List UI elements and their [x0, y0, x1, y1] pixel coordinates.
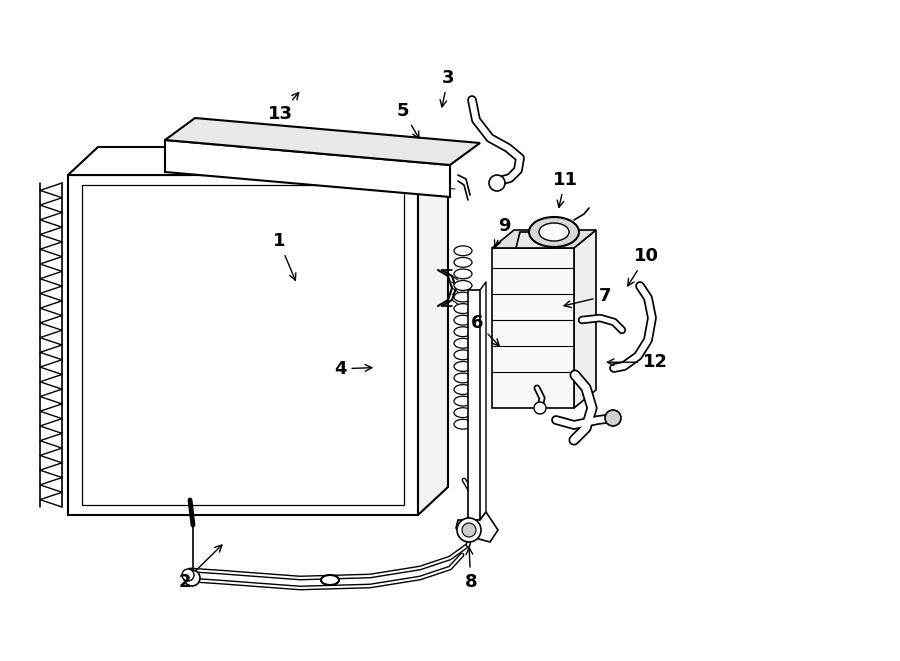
Ellipse shape — [454, 396, 472, 406]
Text: 11: 11 — [553, 171, 578, 208]
Ellipse shape — [454, 408, 472, 418]
Polygon shape — [516, 232, 548, 248]
Polygon shape — [574, 230, 596, 408]
Circle shape — [534, 402, 546, 414]
Text: 9: 9 — [494, 217, 510, 247]
Bar — [82, 185, 404, 505]
Text: 5: 5 — [397, 102, 419, 138]
Circle shape — [182, 569, 194, 581]
Ellipse shape — [454, 385, 472, 395]
Text: 3: 3 — [440, 69, 454, 107]
Polygon shape — [456, 512, 498, 542]
Text: 1: 1 — [273, 232, 296, 280]
Ellipse shape — [321, 575, 339, 585]
Polygon shape — [492, 230, 596, 248]
Ellipse shape — [529, 217, 579, 247]
Polygon shape — [165, 140, 450, 197]
Text: 2: 2 — [178, 545, 222, 591]
Text: 8: 8 — [464, 548, 477, 591]
Ellipse shape — [454, 327, 472, 336]
Ellipse shape — [454, 303, 472, 313]
Bar — [68, 175, 418, 515]
Ellipse shape — [454, 280, 472, 290]
Ellipse shape — [454, 419, 472, 429]
Polygon shape — [418, 147, 448, 515]
Polygon shape — [468, 290, 480, 520]
Circle shape — [457, 518, 481, 542]
Text: 7: 7 — [564, 287, 611, 307]
Ellipse shape — [454, 257, 472, 267]
Text: 6: 6 — [471, 313, 500, 346]
Text: 4: 4 — [334, 360, 372, 378]
Circle shape — [489, 175, 505, 191]
Circle shape — [462, 523, 476, 537]
Ellipse shape — [454, 338, 472, 348]
Ellipse shape — [454, 315, 472, 325]
Polygon shape — [165, 118, 480, 165]
Ellipse shape — [454, 373, 472, 383]
Ellipse shape — [454, 362, 472, 371]
Ellipse shape — [454, 292, 472, 302]
Text: 13: 13 — [268, 93, 299, 123]
Text: 12: 12 — [608, 353, 668, 371]
Bar — [492, 248, 574, 408]
Ellipse shape — [539, 223, 569, 241]
Polygon shape — [68, 147, 448, 175]
Ellipse shape — [454, 350, 472, 360]
Ellipse shape — [454, 246, 472, 256]
Circle shape — [605, 410, 621, 426]
Text: 10: 10 — [628, 247, 659, 286]
Ellipse shape — [454, 269, 472, 279]
Circle shape — [184, 570, 200, 586]
